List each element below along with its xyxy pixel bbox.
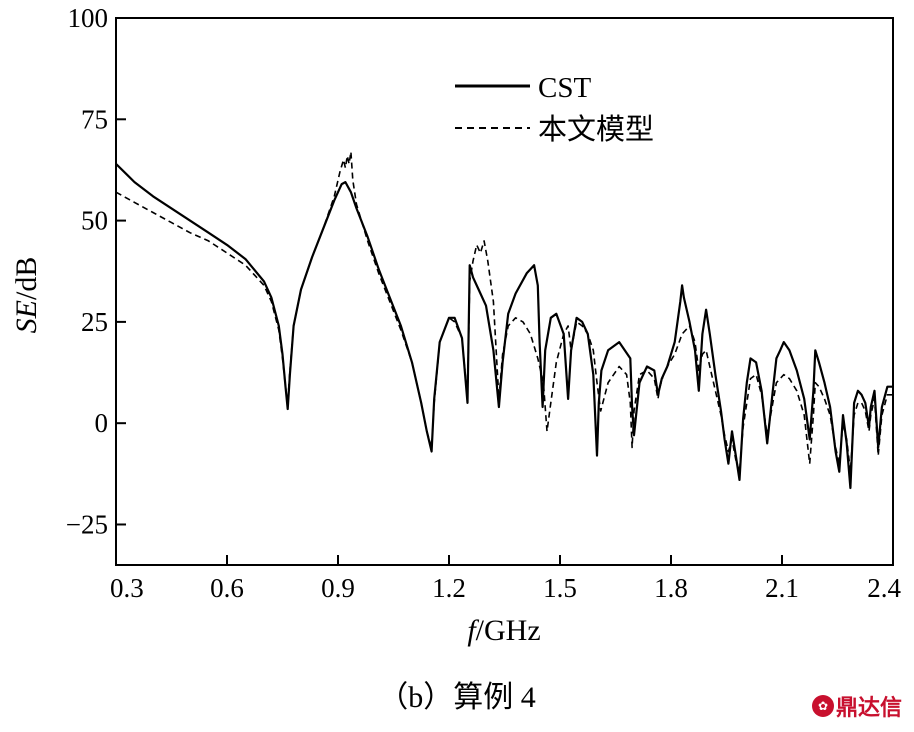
legend-label-model: 本文模型 bbox=[538, 113, 654, 146]
series-line-model bbox=[115, 150, 893, 473]
x-axis-title: f/GHz bbox=[467, 614, 540, 647]
y-tick-label: 0 bbox=[95, 408, 109, 438]
y-tick-label: −25 bbox=[66, 509, 108, 539]
y-tick-label: 50 bbox=[81, 206, 108, 236]
y-tick-label: 75 bbox=[81, 104, 108, 134]
y-axis-title-symbol: SE bbox=[10, 300, 43, 333]
legend-label-cst: CST bbox=[538, 72, 591, 104]
watermark: ✿ 鼎达信 bbox=[811, 690, 902, 722]
series-line-cst bbox=[115, 163, 893, 490]
x-tick-label: 0.6 bbox=[210, 573, 244, 603]
y-tick-label: 25 bbox=[81, 307, 108, 337]
x-axis-title-unit: /GHz bbox=[476, 614, 541, 647]
x-tick-label: 0.3 bbox=[110, 573, 144, 603]
x-tick-label: 0.9 bbox=[321, 573, 355, 603]
x-axis-ticks: 0.3 0.6 0.9 1.2 1.5 1.8 2.1 2.4 bbox=[110, 555, 902, 603]
x-tick-label: 1.8 bbox=[654, 573, 688, 603]
x-tick-label: 1.2 bbox=[432, 573, 466, 603]
plot-frame bbox=[115, 17, 894, 566]
plot-border bbox=[115, 17, 894, 566]
watermark-logo-icon: ✿ bbox=[811, 695, 834, 717]
se-frequency-chart: 100 75 50 25 0 −25 0.3 0.6 0.9 1.2 1.5 1.8 2.1 2.4 C… bbox=[10, 3, 902, 647]
legend: CST 本文模型 bbox=[455, 72, 654, 146]
watermark-text: 鼎达信 bbox=[835, 696, 902, 721]
series-layer bbox=[115, 150, 893, 490]
y-axis-ticks: 100 75 50 25 0 −25 bbox=[66, 3, 126, 539]
x-tick-label: 1.5 bbox=[543, 573, 577, 603]
y-tick-label: 100 bbox=[68, 3, 109, 33]
x-tick-label: 2.4 bbox=[867, 573, 901, 603]
figure-caption: （b）算例 4 bbox=[378, 681, 536, 714]
y-axis-title: SE/dB bbox=[10, 257, 43, 334]
x-tick-label: 2.1 bbox=[765, 573, 799, 603]
y-axis-title-unit: /dB bbox=[10, 257, 43, 300]
